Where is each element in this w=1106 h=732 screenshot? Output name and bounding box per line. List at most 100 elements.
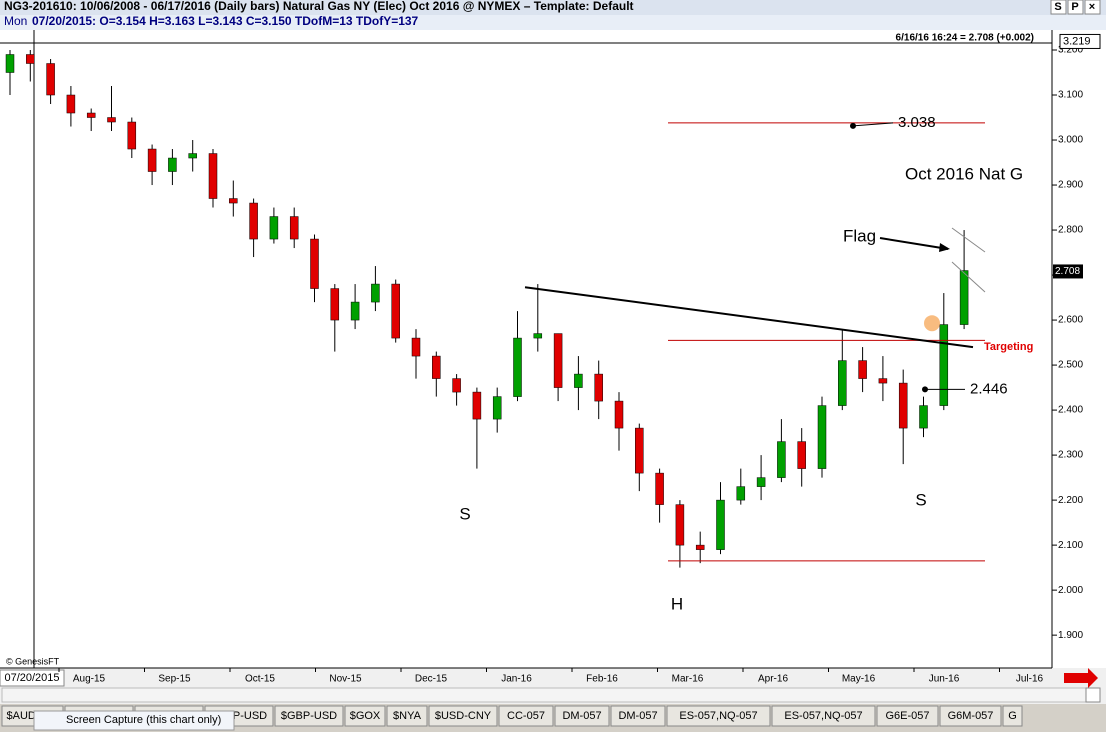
x-tick-label: Aug-15 [73, 674, 106, 685]
x-tick-label: Dec-15 [415, 674, 448, 685]
tab-label: DM-057 [618, 710, 657, 722]
candle-body [655, 472, 664, 505]
x-tick-label: Feb-16 [586, 674, 618, 685]
candle-body [777, 441, 786, 478]
candle-body [594, 373, 603, 402]
tab[interactable] [939, 705, 1002, 727]
candle-body [289, 216, 299, 240]
x-tick-label: Jun-16 [929, 674, 960, 685]
candle-body [147, 148, 157, 172]
window-button[interactable] [1067, 0, 1084, 15]
x-tick-label: May-16 [842, 674, 876, 685]
candle-body [898, 382, 908, 429]
candle-body [269, 216, 279, 240]
tab[interactable] [498, 705, 554, 727]
window-button-label: P [1071, 1, 1078, 13]
candle-body [310, 238, 319, 289]
candle-body [736, 486, 746, 501]
callout-line [852, 122, 894, 127]
x-tick-label: Nov-15 [329, 674, 362, 685]
tab-label: $GBP-USD [281, 710, 337, 722]
info-day: Mon [4, 14, 27, 28]
flag-arrow [879, 237, 949, 250]
candle-body [513, 337, 522, 397]
tab[interactable] [666, 705, 771, 727]
candle-body [86, 112, 96, 118]
candle-body [817, 405, 827, 469]
annotation: S [459, 504, 470, 523]
level-label: 3.038 [898, 114, 936, 131]
level-label: Targeting [984, 341, 1033, 353]
title: NG3-201610: 10/06/2008 - 06/17/2016 (Dai… [4, 0, 634, 13]
candle-body [492, 396, 502, 420]
tab-label: $USD-CNY [435, 710, 492, 722]
tab[interactable] [1002, 705, 1023, 727]
tab[interactable] [274, 705, 344, 727]
candle-body [330, 288, 340, 321]
candle-body [695, 544, 705, 550]
candle-body [188, 153, 197, 159]
trendline [524, 286, 974, 349]
candle-body [553, 333, 563, 388]
candle-body [168, 157, 177, 172]
tab-label: G6E-057 [885, 710, 929, 722]
annotation: Oct 2016 Nat G [905, 164, 1023, 183]
y-tick-label: 1.900 [1058, 630, 1083, 641]
candle-body [411, 337, 421, 357]
tab[interactable] [610, 705, 666, 727]
tab[interactable] [876, 705, 939, 727]
flag-line [951, 227, 986, 253]
x-tick-label: Apr-16 [758, 674, 788, 685]
tab[interactable] [428, 705, 498, 727]
window-button[interactable] [1050, 0, 1067, 15]
copyright: © GenesisFT [6, 656, 60, 666]
candle-body [229, 198, 238, 204]
annotation: S [915, 490, 926, 509]
tab[interactable] [554, 705, 610, 727]
candle-body [635, 427, 644, 474]
y-tick-label: 2.200 [1058, 495, 1083, 506]
candle-body [391, 283, 400, 339]
candle-body [66, 94, 76, 114]
candle-body [756, 477, 766, 487]
candle-body [249, 202, 258, 240]
tab-label: DM-057 [562, 710, 601, 722]
candle-body [452, 378, 461, 393]
last-price-label: 2.708 [1055, 266, 1080, 277]
candle-body [5, 54, 15, 73]
candle-body [919, 405, 928, 429]
candle-body [797, 441, 806, 469]
candle-body [371, 283, 380, 303]
tooltip [33, 710, 235, 731]
window-button[interactable] [1084, 0, 1101, 15]
window-button-label: S [1054, 1, 1061, 13]
last-price-box [1053, 264, 1083, 279]
y-tick-label: 2.900 [1058, 180, 1083, 191]
y-tick-label: 2.000 [1058, 585, 1083, 596]
candle-body [574, 373, 583, 388]
y-tick-label: 2.800 [1058, 225, 1083, 236]
candle-body [46, 63, 55, 96]
tab-label: $NYA [393, 710, 422, 722]
y-tick-label: 2.400 [1058, 405, 1083, 416]
tab[interactable] [386, 705, 428, 727]
candle-body [533, 333, 543, 339]
info-line: 07/20/2015: O=3.154 H=3.163 L=3.143 C=3.… [32, 14, 419, 28]
candle-body [716, 499, 725, 550]
candle-body [675, 504, 685, 546]
candle-body [127, 121, 137, 150]
candle-body [350, 301, 360, 321]
last-quote: 6/16/16 16:24 = 2.708 (+0.002) [896, 33, 1034, 44]
candle-body [208, 153, 218, 199]
y-tick-label: 3.200 [1058, 45, 1083, 56]
tab[interactable] [771, 705, 876, 727]
tab-label: $GOX [350, 710, 381, 722]
candle-body [26, 54, 35, 64]
tab[interactable] [344, 705, 386, 727]
candle-body [858, 360, 867, 379]
y-tick-label: 2.600 [1058, 315, 1083, 326]
candle-body [838, 360, 847, 406]
level-dot [850, 122, 856, 129]
candle-body [939, 324, 949, 406]
